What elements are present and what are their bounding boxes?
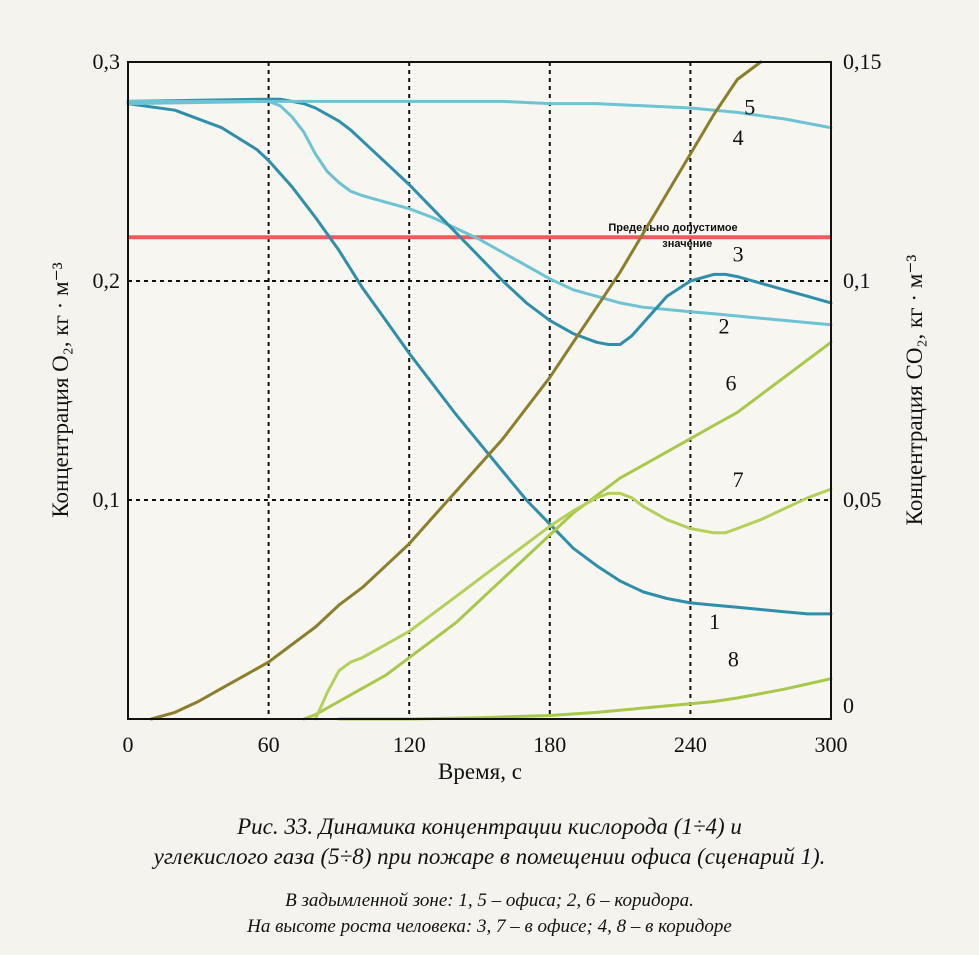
series-line-2 — [126, 99, 833, 327]
series-label-7: 7 — [733, 467, 744, 492]
series-line-3 — [126, 97, 833, 346]
x-tick-label-5: 300 — [815, 732, 848, 757]
y-left-tick-label-1: 0,2 — [93, 268, 121, 293]
tick-labels: 0 60 120 180 240 300 0,1 0,2 0,3 0 0,05 0,1 0,15 — [93, 49, 882, 757]
series-label-4: 4 — [733, 125, 744, 150]
caption-line-2: углекислого газа (5÷8) при пожаре в поме… — [153, 844, 826, 869]
series-line-8 — [337, 677, 833, 721]
x-axis-label: Время, с — [438, 759, 522, 784]
y-right-tick-label-0: 0 — [843, 693, 854, 718]
y-left-tick-label-0: 0,1 — [93, 487, 121, 512]
series-label-5: 5 — [744, 95, 755, 120]
limit-label-line-2: значение — [662, 238, 712, 250]
series-line-1 — [126, 102, 833, 616]
series-label-8: 8 — [728, 646, 739, 671]
x-tick-label-0: 0 — [123, 732, 134, 757]
series-line-6 — [302, 340, 833, 721]
limit-line-group: Предельно допустимое значение — [128, 222, 831, 250]
series-line-4 — [126, 99, 833, 130]
caption-line-1: Рис. 33. Динамика концентрации кислорода… — [237, 814, 742, 839]
x-tick-label-4: 240 — [674, 732, 707, 757]
y-right-tick-label-2: 0,1 — [843, 268, 871, 293]
series-label-1: 1 — [709, 609, 720, 634]
grid — [128, 62, 831, 719]
series-label-6: 6 — [726, 371, 737, 396]
limit-label-line-1: Предельно допустимое — [608, 222, 737, 234]
y-right-tick-label-1: 0,05 — [843, 487, 882, 512]
plot-frame — [127, 61, 832, 720]
x-tick-label-2: 120 — [393, 732, 426, 757]
series-line-5 — [149, 60, 763, 721]
x-tick-label-1: 60 — [258, 732, 280, 757]
series-group — [126, 60, 833, 721]
y-axis-label-right: Концентрация CO₂, кг · м⁻³ — [902, 255, 927, 526]
y-axis-label-left: Концентрация O₂, кг · м⁻³ — [48, 262, 73, 517]
y-left-tick-label-2: 0,3 — [93, 49, 121, 74]
series-label-2: 2 — [719, 314, 730, 339]
figure-caption: Рис. 33. Динамика концентрации кислорода… — [0, 812, 979, 872]
y-right-tick-label-3: 0,15 — [843, 49, 882, 74]
series-label-3: 3 — [733, 241, 744, 266]
caption-line-3: В задымленной зоне: 1, 5 – офиса; 2, 6 –… — [285, 890, 694, 911]
figure-note: В задымленной зоне: 1, 5 – офиса; 2, 6 –… — [0, 888, 979, 940]
series-labels: 1 2 3 45 6 7 8 — [709, 95, 755, 672]
caption-line-4: На высоте роста человека: 3, 7 – в офисе… — [247, 916, 732, 937]
x-tick-label-3: 180 — [533, 732, 566, 757]
series-line-7 — [314, 487, 833, 721]
plot-area — [128, 62, 831, 719]
